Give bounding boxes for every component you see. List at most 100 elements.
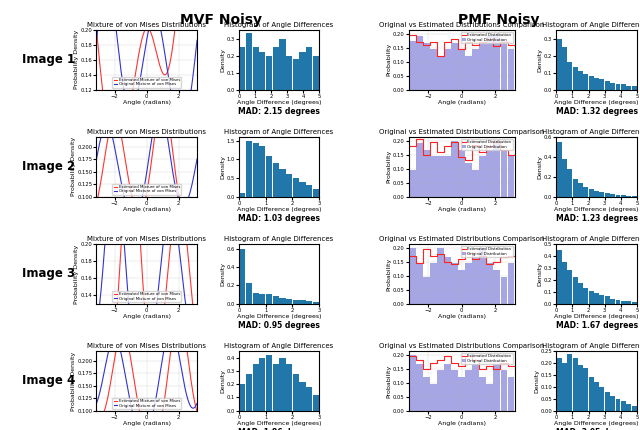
Text: MAD: 1.67 degrees: MAD: 1.67 degrees xyxy=(556,321,637,330)
Estimated Mixture of von Mises xyxy=(193,341,201,346)
Original Mixture of von Mises xyxy=(156,24,164,29)
Title: Histogram of Angle Differences: Histogram of Angle Differences xyxy=(542,129,640,135)
Line: Original Mixture of von Mises: Original Mixture of von Mises xyxy=(97,0,197,124)
Estimated Mixture of von Mises xyxy=(166,63,173,68)
Bar xyxy=(472,170,479,197)
Estimated Distribution xyxy=(454,37,462,42)
Estimated Distribution xyxy=(426,246,434,252)
Bar xyxy=(451,370,458,411)
Bar xyxy=(557,142,561,197)
Bar xyxy=(465,263,472,304)
Estimated Mixture of von Mises xyxy=(93,341,100,346)
Bar xyxy=(562,262,567,304)
Original Mixture of von Mises xyxy=(125,394,133,399)
Estimated Distribution xyxy=(497,40,504,45)
Estimated Distribution xyxy=(405,32,413,37)
Bar xyxy=(486,36,493,89)
Estimated Distribution xyxy=(483,144,490,149)
Bar xyxy=(430,156,437,197)
Y-axis label: Probability: Probability xyxy=(387,150,392,184)
Bar xyxy=(458,49,465,89)
X-axis label: Angle (radians): Angle (radians) xyxy=(438,314,486,319)
Bar xyxy=(306,301,312,304)
Estimated Distribution xyxy=(454,46,462,51)
Bar xyxy=(508,49,515,89)
Estimated Mixture of von Mises xyxy=(156,339,164,344)
Bar xyxy=(313,302,319,304)
Estimated Distribution xyxy=(440,149,448,154)
Bar xyxy=(451,263,458,304)
Bar xyxy=(479,377,486,411)
Estimated Mixture of von Mises xyxy=(93,408,100,414)
Estimated Mixture of von Mises xyxy=(175,309,183,314)
Bar xyxy=(306,387,312,411)
Text: MAD: 2.15 degrees: MAD: 2.15 degrees xyxy=(238,107,320,116)
Y-axis label: Density: Density xyxy=(220,48,225,72)
Bar xyxy=(430,49,437,89)
Estimated Distribution xyxy=(476,358,483,363)
Estimated Distribution xyxy=(426,139,434,144)
Bar xyxy=(313,55,319,89)
Bar xyxy=(430,263,437,304)
Estimated Distribution xyxy=(447,144,455,149)
Line: Estimated Mixture of von Mises: Estimated Mixture of von Mises xyxy=(97,132,197,378)
Bar xyxy=(486,384,493,411)
Bar xyxy=(589,189,594,197)
Estimated Distribution xyxy=(497,43,504,49)
Bar xyxy=(616,399,621,411)
Title: Original vs Estimated Distributions Comparison: Original vs Estimated Distributions Comp… xyxy=(379,129,545,135)
Bar xyxy=(472,364,479,411)
Estimated Mixture of von Mises xyxy=(166,246,174,251)
Estimated Distribution xyxy=(440,259,448,264)
Text: MAD: 1.32 degrees: MAD: 1.32 degrees xyxy=(556,107,637,116)
Estimated Distribution xyxy=(504,253,511,258)
Y-axis label: Density: Density xyxy=(220,155,225,179)
Bar xyxy=(458,150,465,197)
Legend: Estimated Distribution, Original Distribution: Estimated Distribution, Original Distrib… xyxy=(461,353,513,364)
Bar xyxy=(472,257,479,304)
Estimated Distribution xyxy=(447,40,455,45)
Bar xyxy=(292,300,299,304)
Bar xyxy=(557,250,561,304)
Bar xyxy=(621,84,626,89)
Bar xyxy=(610,83,615,89)
X-axis label: Angle Difference (degrees): Angle Difference (degrees) xyxy=(554,421,639,426)
Line: Estimated Distribution: Estimated Distribution xyxy=(409,356,515,369)
Bar xyxy=(423,43,430,89)
Bar xyxy=(594,190,599,197)
Bar xyxy=(246,374,252,411)
Y-axis label: Density: Density xyxy=(534,369,539,393)
Line: Estimated Distribution: Estimated Distribution xyxy=(409,35,515,56)
Bar xyxy=(300,52,306,89)
Bar xyxy=(493,364,500,411)
Bar xyxy=(259,295,266,304)
Estimated Distribution xyxy=(476,366,483,371)
Estimated Mixture of von Mises xyxy=(132,207,140,212)
Estimated Distribution xyxy=(426,152,434,157)
Estimated Distribution xyxy=(483,40,490,45)
Estimated Mixture of von Mises xyxy=(125,106,133,111)
Estimated Mixture of von Mises xyxy=(127,129,134,134)
Bar xyxy=(253,293,259,304)
Bar xyxy=(479,156,486,197)
Bar xyxy=(273,296,279,304)
Bar xyxy=(239,249,245,304)
Bar xyxy=(292,59,299,89)
Estimated Distribution xyxy=(461,251,469,256)
Bar xyxy=(259,52,266,89)
Bar xyxy=(423,277,430,304)
Estimated Mixture of von Mises xyxy=(166,122,173,127)
Bar xyxy=(508,156,515,197)
Estimated Distribution xyxy=(412,144,420,149)
Bar xyxy=(458,270,465,304)
Estimated Mixture of von Mises xyxy=(193,201,201,206)
Original Mixture of von Mises xyxy=(177,121,185,126)
Original Mixture of von Mises xyxy=(193,157,201,162)
Estimated Mixture of von Mises xyxy=(133,181,141,186)
Estimated Distribution xyxy=(419,358,427,363)
Estimated Distribution xyxy=(490,43,497,49)
Estimated Distribution xyxy=(412,358,420,363)
Bar xyxy=(409,41,416,89)
Estimated Distribution xyxy=(405,144,413,149)
Bar xyxy=(627,403,631,411)
